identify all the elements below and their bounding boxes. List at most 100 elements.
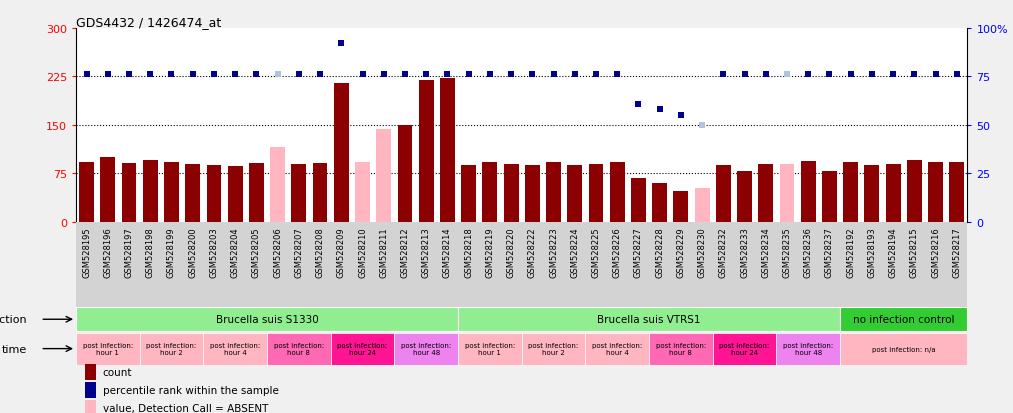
Text: value, Detection Call = ABSENT: value, Detection Call = ABSENT bbox=[102, 404, 268, 413]
Point bbox=[779, 72, 795, 78]
Bar bbox=[356, 163, 370, 222]
Text: GSM528215: GSM528215 bbox=[910, 226, 919, 277]
Text: GSM528225: GSM528225 bbox=[592, 226, 601, 277]
Text: GSM528234: GSM528234 bbox=[762, 226, 770, 277]
Point bbox=[822, 72, 838, 78]
Point bbox=[312, 72, 328, 78]
Text: GSM528206: GSM528206 bbox=[274, 226, 282, 277]
Point bbox=[864, 72, 880, 78]
Text: GSM528230: GSM528230 bbox=[698, 226, 707, 277]
Bar bbox=[522, 333, 586, 365]
Point bbox=[440, 72, 456, 78]
Text: post infection:
hour 4: post infection: hour 4 bbox=[210, 342, 260, 355]
Text: GSM528194: GSM528194 bbox=[888, 226, 898, 277]
Text: Brucella suis S1330: Brucella suis S1330 bbox=[216, 314, 318, 325]
Bar bbox=[270, 148, 285, 222]
Bar bbox=[85, 363, 95, 380]
Bar bbox=[85, 382, 95, 399]
Bar bbox=[759, 164, 773, 222]
Text: GSM528213: GSM528213 bbox=[421, 226, 431, 277]
Text: GSM528210: GSM528210 bbox=[358, 226, 367, 277]
Text: GSM528193: GSM528193 bbox=[867, 226, 876, 277]
Bar bbox=[313, 164, 327, 222]
Bar bbox=[840, 307, 967, 332]
Bar bbox=[907, 161, 922, 222]
Text: GSM528229: GSM528229 bbox=[677, 226, 686, 277]
Bar bbox=[840, 333, 967, 365]
Point bbox=[715, 72, 731, 78]
Bar bbox=[652, 183, 668, 222]
Text: GSM528212: GSM528212 bbox=[400, 226, 409, 277]
Text: GSM528199: GSM528199 bbox=[167, 226, 176, 277]
Bar bbox=[85, 400, 95, 413]
Bar bbox=[458, 333, 522, 365]
Text: GSM528211: GSM528211 bbox=[379, 226, 388, 277]
Text: GSM528223: GSM528223 bbox=[549, 226, 558, 277]
Bar bbox=[164, 163, 179, 222]
Point bbox=[843, 72, 859, 78]
Point bbox=[482, 72, 498, 78]
Bar bbox=[376, 130, 391, 222]
Text: post infection:
hour 8: post infection: hour 8 bbox=[274, 342, 324, 355]
Text: count: count bbox=[102, 367, 133, 377]
Text: GSM528196: GSM528196 bbox=[103, 226, 112, 277]
Point bbox=[524, 72, 540, 78]
Text: GSM528235: GSM528235 bbox=[782, 226, 791, 277]
Point bbox=[227, 72, 243, 78]
Text: post infection:
hour 48: post infection: hour 48 bbox=[783, 342, 834, 355]
Point bbox=[651, 107, 668, 114]
Point bbox=[121, 72, 137, 78]
Point bbox=[461, 72, 477, 78]
Text: post infection:
hour 24: post infection: hour 24 bbox=[337, 342, 388, 355]
Text: GSM528208: GSM528208 bbox=[316, 226, 324, 277]
Text: post infection: n/a: post infection: n/a bbox=[872, 346, 936, 352]
Text: no infection control: no infection control bbox=[853, 314, 954, 325]
Bar bbox=[100, 158, 115, 222]
Point bbox=[609, 72, 625, 78]
Text: time: time bbox=[2, 344, 27, 354]
Point bbox=[291, 72, 307, 78]
Bar bbox=[185, 164, 201, 222]
Bar bbox=[713, 333, 776, 365]
Text: GDS4432 / 1426474_at: GDS4432 / 1426474_at bbox=[76, 16, 221, 29]
Bar bbox=[330, 333, 394, 365]
Bar bbox=[228, 166, 242, 222]
Bar bbox=[589, 164, 604, 222]
Text: GSM528232: GSM528232 bbox=[719, 226, 727, 277]
Text: GSM528209: GSM528209 bbox=[336, 226, 345, 277]
Bar bbox=[586, 333, 649, 365]
Bar bbox=[204, 333, 267, 365]
Text: GSM528228: GSM528228 bbox=[655, 226, 665, 277]
Text: GSM528204: GSM528204 bbox=[231, 226, 240, 277]
Text: GSM528222: GSM528222 bbox=[528, 226, 537, 277]
Text: GSM528226: GSM528226 bbox=[613, 226, 622, 277]
Point bbox=[885, 72, 902, 78]
Bar bbox=[864, 166, 879, 222]
Text: percentile rank within the sample: percentile rank within the sample bbox=[102, 385, 279, 395]
Text: GSM528219: GSM528219 bbox=[485, 226, 494, 277]
Text: GSM528198: GSM528198 bbox=[146, 226, 155, 277]
Bar bbox=[949, 162, 964, 222]
Point bbox=[694, 122, 710, 129]
Text: GSM528224: GSM528224 bbox=[570, 226, 579, 277]
Text: post infection:
hour 48: post infection: hour 48 bbox=[401, 342, 452, 355]
Text: post infection:
hour 24: post infection: hour 24 bbox=[719, 342, 770, 355]
Point bbox=[503, 72, 520, 78]
Point bbox=[355, 72, 371, 78]
Bar bbox=[822, 172, 837, 222]
Bar bbox=[122, 164, 137, 222]
Bar bbox=[695, 188, 709, 222]
Bar bbox=[267, 333, 330, 365]
Text: GSM528192: GSM528192 bbox=[846, 226, 855, 277]
Text: GSM528217: GSM528217 bbox=[952, 226, 961, 277]
Bar bbox=[801, 161, 815, 222]
Bar bbox=[76, 307, 458, 332]
Point bbox=[376, 72, 392, 78]
Bar bbox=[143, 161, 158, 222]
Bar bbox=[79, 162, 94, 222]
Point bbox=[736, 72, 753, 78]
Bar bbox=[525, 166, 540, 222]
Text: GSM528205: GSM528205 bbox=[252, 226, 261, 277]
Point bbox=[800, 72, 816, 78]
Text: GSM528203: GSM528203 bbox=[210, 226, 219, 277]
